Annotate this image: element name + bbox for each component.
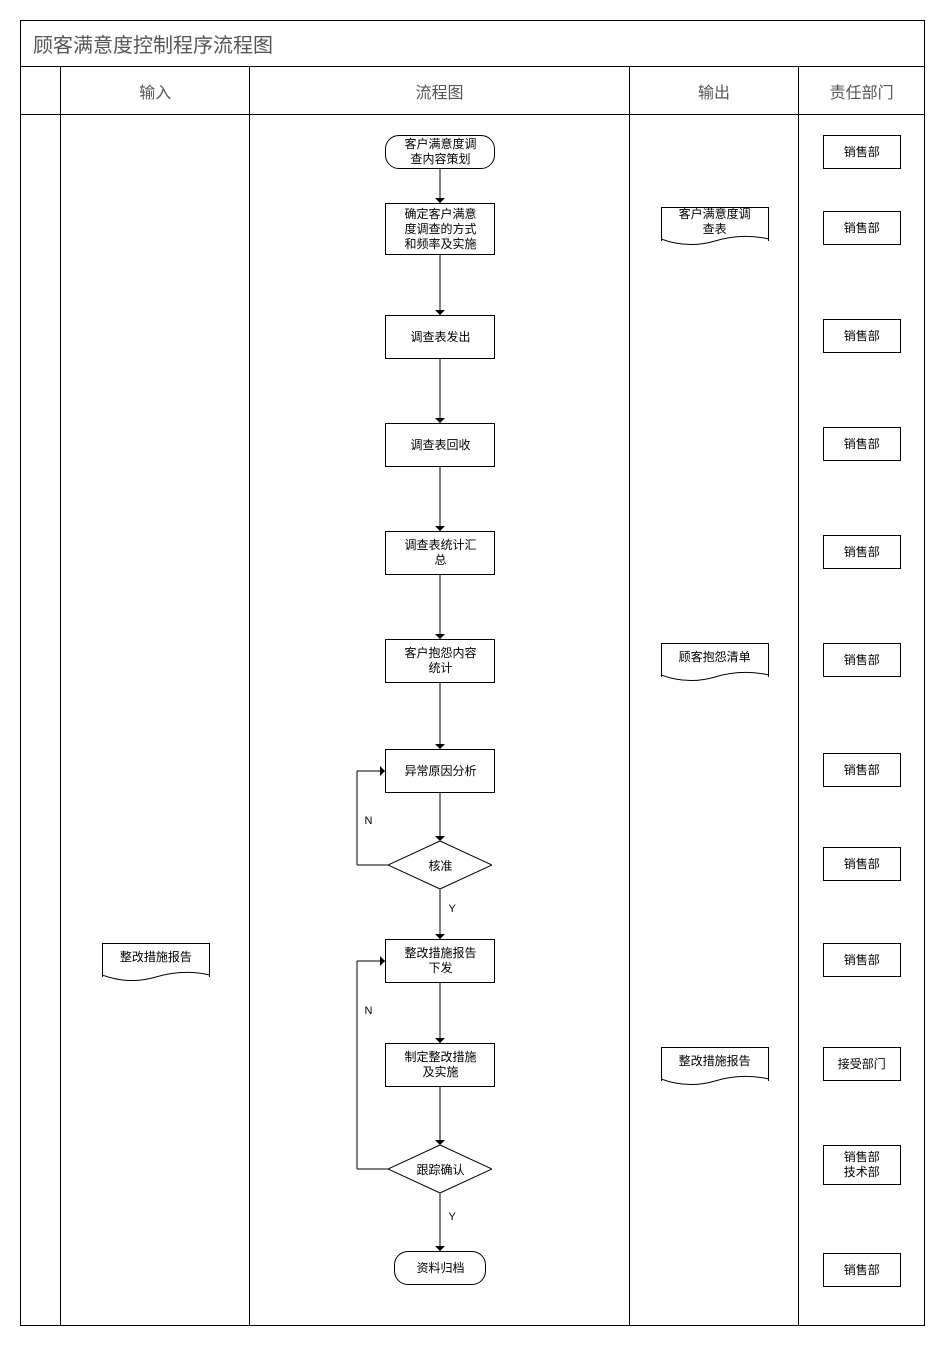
dept-box: 销售部 bbox=[823, 1253, 901, 1287]
dept-box: 销售部 bbox=[823, 943, 901, 977]
flow-process: 调查表统计汇总 bbox=[385, 531, 495, 575]
dept-box: 销售部 bbox=[823, 319, 901, 353]
column-headers: 输入 流程图 输出 责任部门 bbox=[21, 67, 924, 115]
flow-process: 异常原因分析 bbox=[385, 749, 495, 793]
document-shape: 整改措施报告 bbox=[661, 1047, 769, 1081]
flow-process: 制定整改措施及实施 bbox=[385, 1043, 495, 1087]
dept-box: 销售部 bbox=[823, 135, 901, 169]
col-dept: 销售部销售部销售部销售部销售部销售部销售部销售部销售部接受部门销售部技术部销售部 bbox=[799, 115, 924, 1325]
dept-box: 接受部门 bbox=[823, 1047, 901, 1081]
dept-box: 销售部 bbox=[823, 643, 901, 677]
dept-box: 销售部 bbox=[823, 847, 901, 881]
flow-process: 确定客户满意度调查的方式和频率及实施 bbox=[385, 203, 495, 255]
col-output-header: 输出 bbox=[630, 67, 800, 114]
flow-process: 客户抱怨内容统计 bbox=[385, 639, 495, 683]
flow-process: 调查表发出 bbox=[385, 315, 495, 359]
document-shape: 整改措施报告 bbox=[102, 943, 210, 977]
page: 顾客满意度控制程序流程图 输入 流程图 输出 责任部门 整改措施报告 客户满意度… bbox=[20, 20, 925, 1326]
flow-connectors bbox=[250, 115, 628, 1325]
flow-process: 整改措施报告下发 bbox=[385, 939, 495, 983]
col-input: 整改措施报告 bbox=[61, 115, 251, 1325]
col-flow-header: 流程图 bbox=[250, 67, 629, 114]
flow-terminator: 资料归档 bbox=[394, 1251, 486, 1285]
col-margin-header bbox=[21, 67, 61, 114]
dept-box: 销售部 bbox=[823, 211, 901, 245]
document-shape: 顾客抱怨清单 bbox=[661, 643, 769, 677]
title: 顾客满意度控制程序流程图 bbox=[21, 21, 924, 67]
edge-label-no: N bbox=[363, 815, 373, 827]
dept-box: 销售部 bbox=[823, 753, 901, 787]
document-shape: 客户满意度调查表 bbox=[661, 207, 769, 241]
col-margin bbox=[21, 115, 61, 1325]
edge-label-yes: Y bbox=[447, 903, 456, 915]
flow-terminator: 客户满意度调查内容策划 bbox=[385, 135, 495, 169]
col-output: 客户满意度调查表 顾客抱怨清单 整改措施报告 bbox=[630, 115, 800, 1325]
flow-decision: 核准 bbox=[388, 841, 492, 889]
dept-box: 销售部 bbox=[823, 427, 901, 461]
col-dept-header: 责任部门 bbox=[799, 67, 924, 114]
edge-label-no: N bbox=[363, 1005, 373, 1017]
col-input-header: 输入 bbox=[61, 67, 251, 114]
dept-box: 销售部技术部 bbox=[823, 1145, 901, 1185]
body: 整改措施报告 客户满意度调查内容策划确定客户满意度调查的方式和频率及实施调查表发… bbox=[21, 115, 924, 1325]
flow-decision: 跟踪确认 bbox=[388, 1145, 492, 1193]
edge-label-yes: Y bbox=[447, 1211, 456, 1223]
col-flow: 客户满意度调查内容策划确定客户满意度调查的方式和频率及实施调查表发出调查表回收调… bbox=[250, 115, 629, 1325]
dept-box: 销售部 bbox=[823, 535, 901, 569]
flow-process: 调查表回收 bbox=[385, 423, 495, 467]
